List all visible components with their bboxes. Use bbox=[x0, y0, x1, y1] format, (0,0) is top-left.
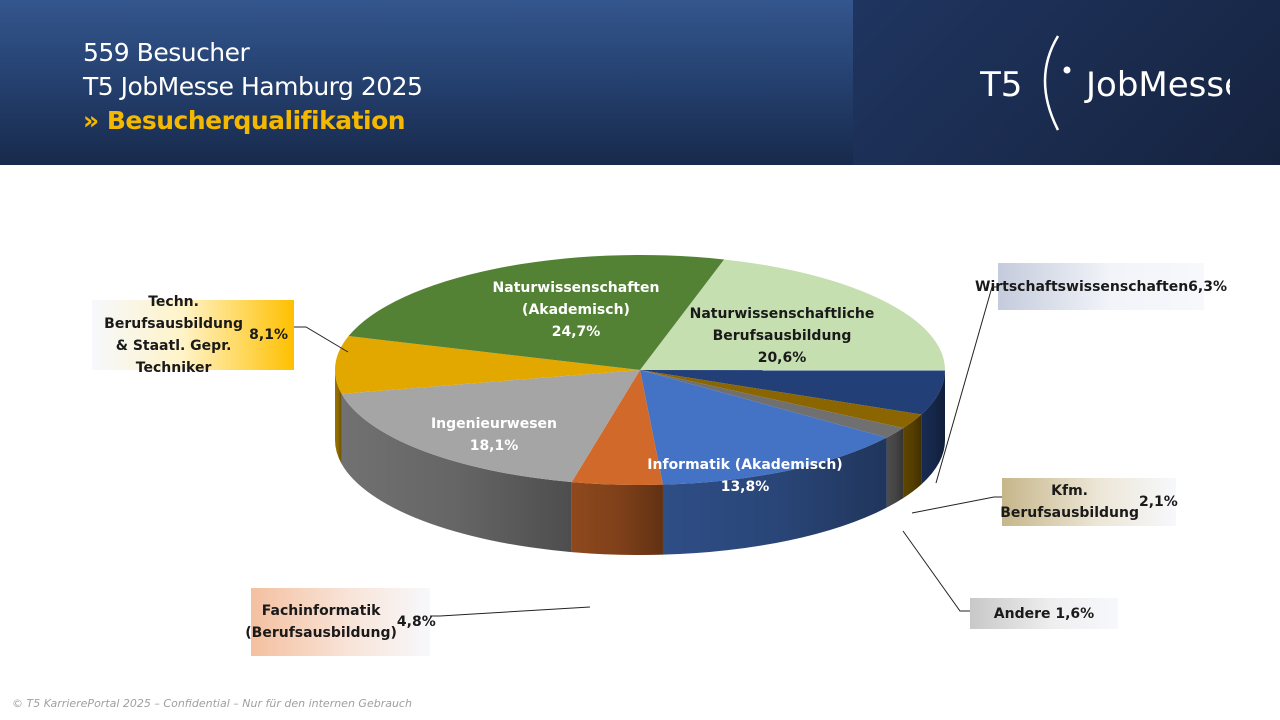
slice-label-informatik: Informatik (Akademisch) 13,8% bbox=[647, 457, 843, 495]
slice-3-side-shading bbox=[886, 428, 904, 508]
slide-title: 559 Besucher T5 JobMesse Hamburg 2025 » … bbox=[83, 36, 423, 138]
leader-line-wirtschaft bbox=[935, 286, 998, 484]
leader-line-kfm bbox=[911, 496, 1002, 514]
t5-jobmesse-logo: T5 JobMesse bbox=[980, 35, 1230, 131]
section-title: » Besucherqualifikation bbox=[83, 106, 406, 135]
callout-wirtschaftswissenschaften: Wirtschaftswissenschaften 6,3% bbox=[975, 263, 1227, 310]
slice-4-top bbox=[640, 370, 887, 485]
leader-line-fachinformatik bbox=[430, 606, 591, 617]
slice-7-top bbox=[335, 336, 640, 394]
header-logo-panel bbox=[853, 0, 1280, 165]
slice-label-naturwissenschaften: Naturwissenschaften (Akademisch) 24,7% bbox=[492, 280, 660, 340]
slice-3-top bbox=[640, 370, 904, 438]
slice-8-top bbox=[348, 255, 725, 370]
slice-4-side-shading bbox=[662, 437, 887, 555]
slice-5-top bbox=[571, 370, 663, 485]
slice-1-side-shading bbox=[921, 370, 945, 485]
slice-6-side-shading bbox=[341, 393, 572, 553]
svg-text:T5: T5 bbox=[980, 65, 1022, 105]
slice-1-top bbox=[640, 370, 945, 415]
slice-2-top bbox=[640, 370, 922, 429]
callout-techn-berufsausbildung: Techn. Berufsausbildung & Staatl. Gepr. … bbox=[92, 294, 294, 376]
callout-kfm-berufsausbildung: Kfm. Berufsausbildung 2,1% bbox=[1000, 478, 1178, 526]
leader-line-techn bbox=[294, 326, 349, 353]
svg-text:JobMesse: JobMesse bbox=[1084, 65, 1230, 105]
event-name: T5 JobMesse Hamburg 2025 bbox=[83, 72, 423, 101]
slice-0-top bbox=[640, 259, 945, 371]
confidential-footer: © T5 KarrierePortal 2025 – Confidential … bbox=[12, 697, 412, 710]
slice-label-ingenieurwesen: Ingenieurwesen 18,1% bbox=[430, 416, 558, 454]
callout-fachinformatik: Fachinformatik (Berufsausbildung) 4,8% bbox=[245, 588, 436, 656]
slice-6-top bbox=[341, 370, 640, 483]
slice-label-naturwiss-berufsausbildung: Naturwissenschaftliche Berufsausbildung … bbox=[689, 306, 875, 366]
callout-andere: Andere 1,6% bbox=[970, 598, 1118, 629]
leader-line-andere bbox=[902, 530, 970, 612]
slice-2-side-shading bbox=[903, 414, 922, 499]
visitor-count: 559 Besucher bbox=[83, 38, 250, 67]
slice-5-side-shading bbox=[571, 482, 663, 555]
slice-7-side-shading bbox=[335, 370, 342, 464]
